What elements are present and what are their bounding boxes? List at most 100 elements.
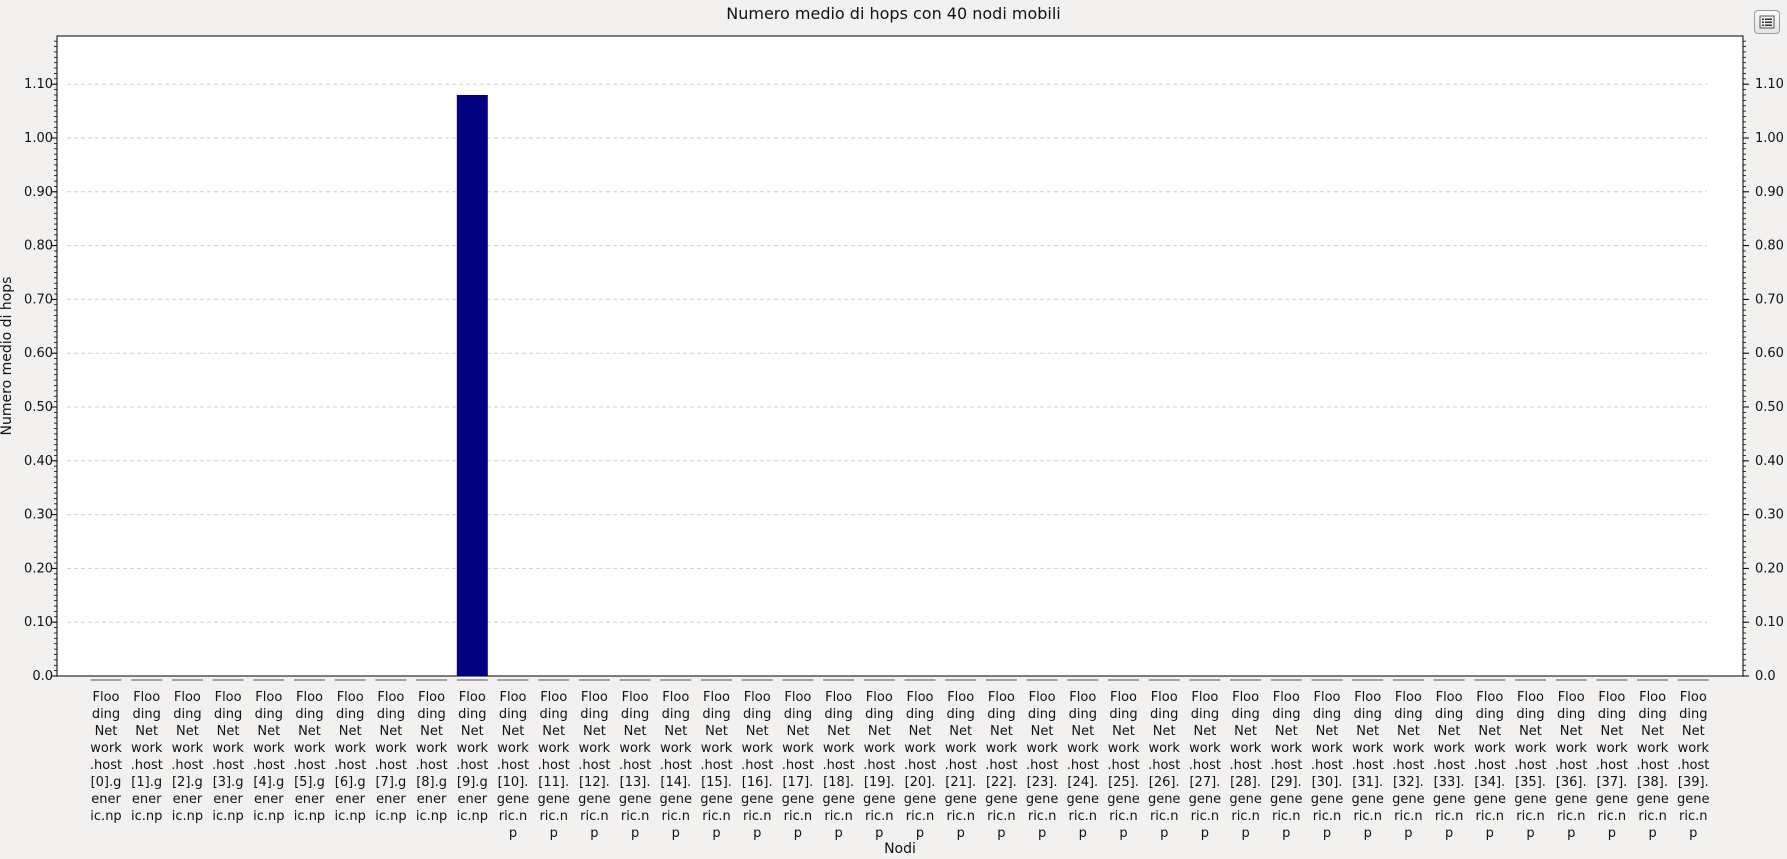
- category-label: gene: [863, 792, 896, 807]
- category-label: ric.n: [1231, 809, 1259, 824]
- right-y-axis: 0.0 0.10 0.20 0.30 0.40 0.50 0.60 0.70 0.80 0.90 1…: [1743, 40, 1784, 684]
- category-label: work: [986, 741, 1018, 756]
- category-label: work: [253, 741, 285, 756]
- category-label: .host: [1067, 758, 1099, 773]
- category-label: .host: [1026, 758, 1058, 773]
- category-label: Net: [949, 724, 972, 739]
- category-label: gene: [1514, 792, 1547, 807]
- category-label: work: [619, 741, 651, 756]
- bar[interactable]: [456, 94, 488, 676]
- category-label: ic.np: [294, 809, 325, 824]
- category-label: p: [509, 826, 517, 841]
- right-tick-label: 0.0: [1755, 669, 1776, 684]
- right-tick-label: 0.70: [1755, 292, 1784, 307]
- category-label: gene: [1555, 792, 1588, 807]
- category-label: gene: [1596, 792, 1629, 807]
- category-label: [1].g: [131, 775, 162, 790]
- category-label: work: [1271, 741, 1303, 756]
- category-label: [30].: [1312, 775, 1343, 790]
- left-tick-label: 0.50: [24, 400, 53, 415]
- category-label: Floo: [1558, 690, 1585, 705]
- category-label: Net: [135, 724, 158, 739]
- category-label: .host: [1392, 758, 1424, 773]
- category-label: .host: [700, 758, 732, 773]
- category-label: ener: [132, 792, 162, 807]
- category-label: Floo: [1110, 690, 1137, 705]
- category-label: Net: [1153, 724, 1176, 739]
- category-label: ic.np: [416, 809, 447, 824]
- category-label: gene: [619, 792, 652, 807]
- category-label: ener: [295, 792, 325, 807]
- category-label: ding: [621, 707, 649, 722]
- category-label: work: [579, 741, 611, 756]
- category-label: Floo: [988, 690, 1015, 705]
- category-label: ric.n: [662, 809, 690, 824]
- category-label: gene: [578, 792, 611, 807]
- category-label: gene: [1026, 792, 1059, 807]
- category-label: p: [712, 826, 720, 841]
- category-label: work: [1352, 741, 1384, 756]
- left-tick-label: 1.10: [24, 77, 53, 92]
- category-label: Net: [1193, 724, 1216, 739]
- category-label: .host: [293, 758, 325, 773]
- right-tick-label: 0.50: [1755, 400, 1784, 415]
- category-label: ding: [377, 707, 405, 722]
- category-label: ric.n: [1476, 809, 1504, 824]
- category-label: Floo: [1029, 690, 1056, 705]
- list-icon: [1759, 15, 1775, 29]
- category-label: ener: [213, 792, 243, 807]
- category-label: Floo: [1314, 690, 1341, 705]
- category-label: ener: [254, 792, 284, 807]
- category-label: ric.n: [1557, 809, 1585, 824]
- right-tick-label: 0.80: [1755, 239, 1784, 254]
- category-label: .host: [171, 758, 203, 773]
- category-label: ener: [376, 792, 406, 807]
- category-label: p: [834, 826, 842, 841]
- category-label: ic.np: [90, 809, 121, 824]
- category-label: p: [1241, 826, 1249, 841]
- category-label: Net: [583, 724, 606, 739]
- category-label: ding: [662, 707, 690, 722]
- category-label: work: [1433, 741, 1465, 756]
- category-label: p: [1567, 826, 1575, 841]
- left-tick-label: 1.00: [24, 131, 53, 146]
- category-label: ding: [1638, 707, 1666, 722]
- category-label: ding: [1354, 707, 1382, 722]
- category-label: Net: [909, 724, 932, 739]
- category-label: .host: [782, 758, 814, 773]
- category-label: p: [1364, 826, 1372, 841]
- category-label: Net: [379, 724, 402, 739]
- category-label: ric.n: [824, 809, 852, 824]
- category-label: ric.n: [1272, 809, 1300, 824]
- category-label: .host: [456, 758, 488, 773]
- category-label: work: [375, 741, 407, 756]
- category-label: Floo: [1069, 690, 1096, 705]
- category-label: work: [1067, 741, 1099, 756]
- category-label: Net: [1316, 724, 1339, 739]
- category-label: p: [916, 826, 924, 841]
- category-label: [14].: [660, 775, 691, 790]
- category-label: .host: [1270, 758, 1302, 773]
- category-label: p: [753, 826, 761, 841]
- category-label: Net: [95, 724, 118, 739]
- category-label: work: [1189, 741, 1221, 756]
- category-label: work: [741, 741, 773, 756]
- category-label: ding: [173, 707, 201, 722]
- left-tick-label: 0.60: [24, 346, 53, 361]
- category-label: ding: [1598, 707, 1626, 722]
- category-label: p: [997, 826, 1005, 841]
- category-label: work: [782, 741, 814, 756]
- category-label: p: [590, 826, 598, 841]
- left-tick-label: 0.80: [24, 239, 53, 254]
- category-label: ric.n: [499, 809, 527, 824]
- category-label: gene: [700, 792, 733, 807]
- category-label: Net: [786, 724, 809, 739]
- category-label: p: [957, 826, 965, 841]
- chart-options-button[interactable]: [1754, 10, 1780, 34]
- category-label: Net: [624, 724, 647, 739]
- category-label: Floo: [215, 690, 242, 705]
- category-label: ric.n: [784, 809, 812, 824]
- category-label: Floo: [1354, 690, 1381, 705]
- category-label: ding: [580, 707, 608, 722]
- category-label: gene: [1351, 792, 1384, 807]
